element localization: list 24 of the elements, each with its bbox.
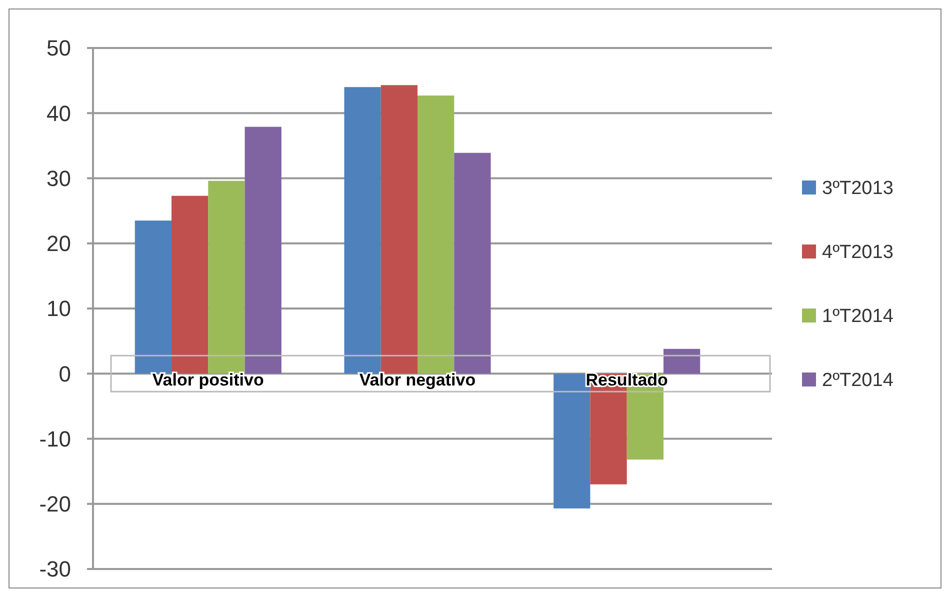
x-tick-label: Valor negativo [359, 370, 476, 390]
bar [208, 180, 245, 374]
y-tick-label: 50 [46, 36, 71, 61]
x-tick-label: Valor positivo [152, 370, 264, 390]
y-tick-label: 30 [46, 166, 71, 191]
bar [244, 126, 282, 374]
legend-label: 4ºT2013 [822, 242, 894, 264]
y-tick-label: -10 [39, 426, 71, 452]
bar [663, 348, 700, 374]
y-tick-label: 10 [46, 296, 71, 322]
bar [418, 96, 454, 374]
legend-label: 3ºT2013 [822, 178, 894, 200]
y-tick-label: 20 [46, 231, 71, 256]
legend-label: 1ºT2014 [822, 306, 894, 328]
bar [134, 220, 172, 374]
bar [380, 85, 418, 374]
y-tick-label: 40 [46, 100, 71, 126]
bar [344, 87, 381, 374]
bar [172, 196, 208, 374]
y-tick-label: -30 [39, 556, 71, 582]
bar [454, 152, 491, 374]
y-tick-label: 0 [58, 361, 71, 386]
legend-label: 2ºT2014 [822, 370, 894, 392]
y-tick-label: -20 [39, 492, 71, 517]
